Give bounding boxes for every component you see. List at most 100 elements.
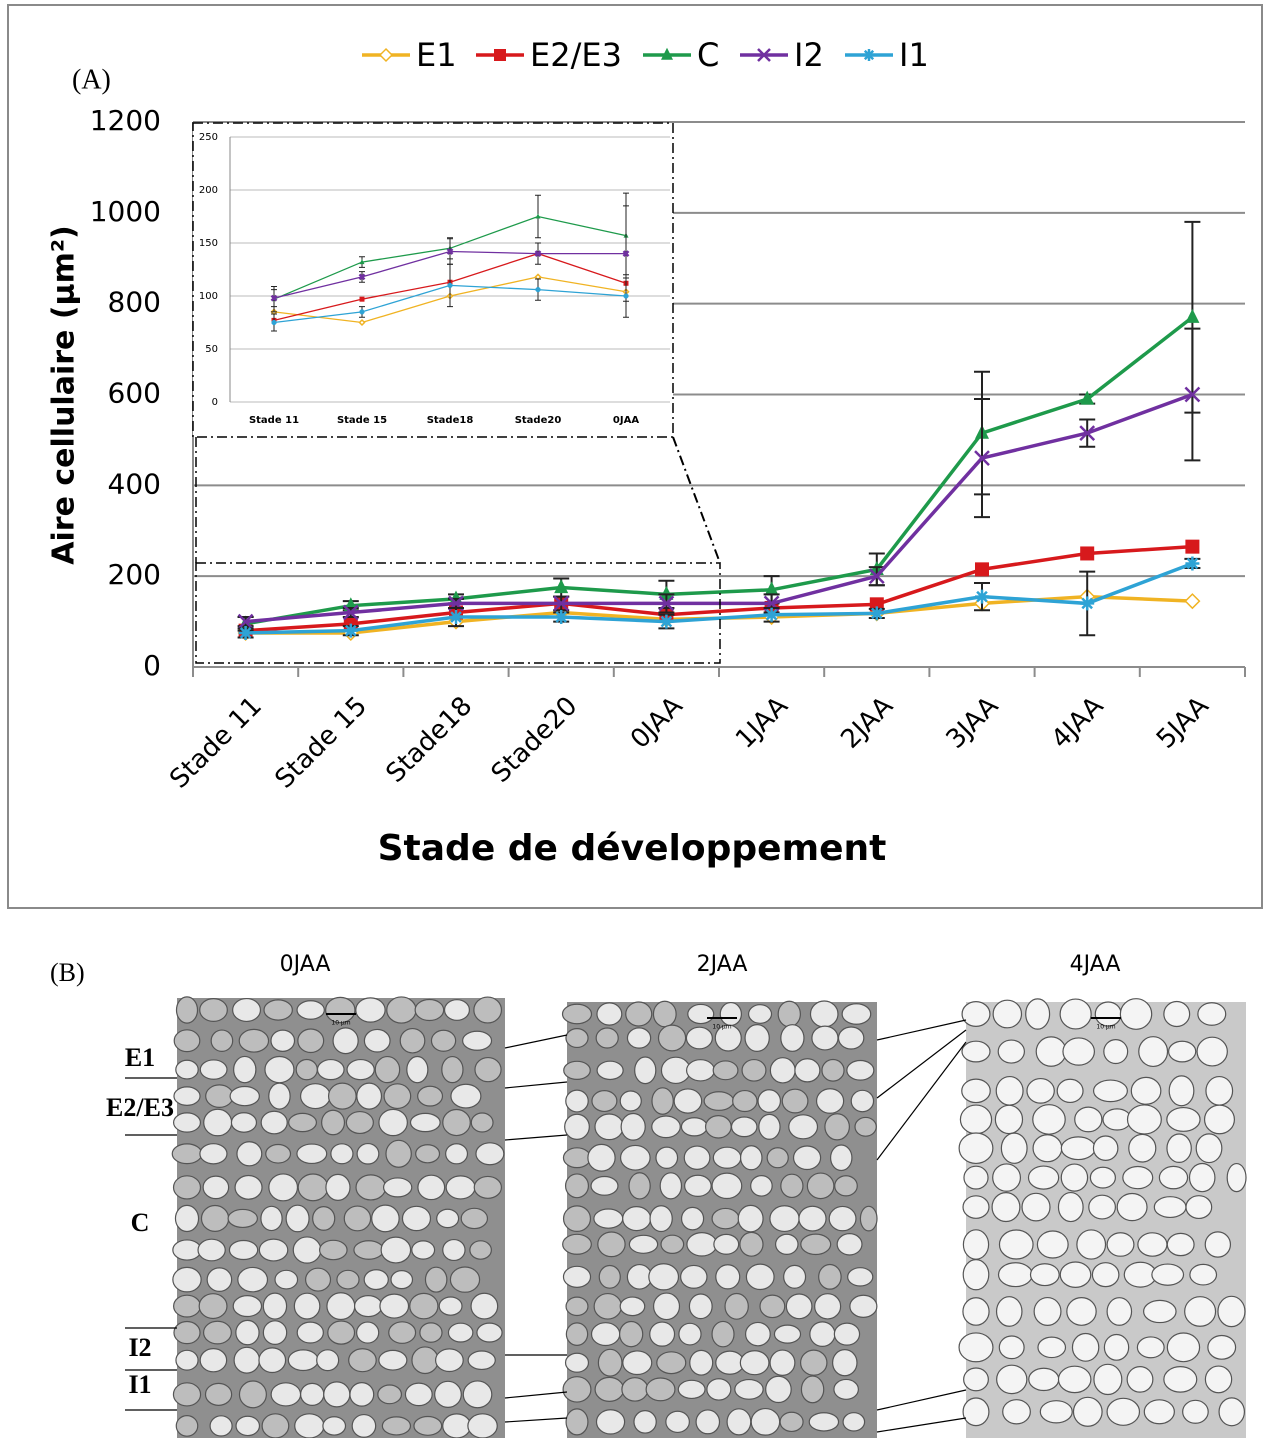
cell — [649, 1205, 673, 1233]
marker — [869, 597, 884, 612]
cell — [680, 1206, 705, 1231]
marker — [975, 562, 989, 577]
cell — [1163, 1366, 1198, 1393]
cell — [628, 1234, 659, 1254]
cell — [677, 1379, 706, 1400]
scale-label: 10 µm — [331, 1020, 350, 1027]
cell — [462, 1030, 493, 1051]
cell — [821, 1058, 845, 1082]
cell — [828, 1205, 857, 1232]
cell — [445, 1143, 469, 1165]
cell — [1035, 1036, 1067, 1067]
cell — [688, 1293, 713, 1320]
cell — [565, 1408, 589, 1436]
cell — [442, 1238, 466, 1262]
cell — [732, 1089, 758, 1113]
cell — [841, 1003, 872, 1025]
cell — [1106, 1232, 1135, 1257]
cell — [415, 1144, 441, 1164]
cell — [734, 1378, 764, 1400]
cell — [1188, 1162, 1216, 1193]
cell — [1203, 1104, 1236, 1135]
cell — [305, 1267, 332, 1292]
cell — [660, 1234, 685, 1254]
y-axis-title: Aire cellulaire (µm²) — [47, 225, 82, 564]
cell — [343, 1205, 372, 1232]
cell — [1093, 1363, 1123, 1396]
y-tick-label: 200 — [199, 185, 218, 196]
cell — [684, 1174, 712, 1198]
cell — [794, 1058, 821, 1083]
cell — [470, 1292, 499, 1320]
cell — [1205, 1075, 1234, 1106]
inset-chart: 0 50 100 150 200 250 Stade 11 Stade 15 Stade18 St… — [199, 132, 670, 426]
legend-marker — [661, 47, 673, 60]
marker — [1080, 390, 1095, 405]
cell — [748, 1004, 773, 1024]
marker — [1079, 425, 1096, 441]
cell — [726, 1408, 752, 1436]
cell — [622, 1206, 652, 1232]
cell — [1092, 1135, 1119, 1162]
marker — [359, 259, 365, 265]
scale-label: 10 µm — [712, 1024, 731, 1031]
cell — [594, 1376, 625, 1402]
cell — [263, 999, 293, 1021]
cell — [382, 1177, 413, 1198]
layer-label: E1 — [125, 1043, 155, 1072]
cell — [460, 1207, 489, 1230]
marker — [975, 589, 989, 604]
cell — [565, 1089, 589, 1113]
marker — [358, 273, 366, 281]
cell — [652, 1292, 681, 1321]
cell — [777, 1000, 801, 1028]
cell — [172, 1112, 202, 1133]
cell — [330, 1143, 354, 1165]
cell — [618, 1320, 644, 1348]
cell — [651, 1087, 674, 1115]
cell — [1028, 1367, 1060, 1392]
cell — [962, 1195, 990, 1219]
cell — [378, 1349, 408, 1371]
marker — [271, 319, 277, 326]
cell — [173, 1294, 201, 1318]
marker — [1185, 556, 1200, 571]
cell — [683, 1145, 711, 1171]
cell — [258, 1347, 287, 1374]
y-tick-label: 800 — [108, 286, 161, 319]
cell — [345, 1110, 374, 1135]
scale-label: 10 µm — [1096, 1024, 1115, 1031]
cell — [438, 1296, 463, 1316]
cell — [1059, 1261, 1092, 1288]
cell — [1196, 1036, 1228, 1067]
cell — [850, 1089, 875, 1113]
cell — [467, 1413, 498, 1438]
cell — [1195, 1133, 1223, 1164]
cell — [590, 1175, 619, 1196]
cell — [353, 1295, 383, 1318]
cell — [348, 1348, 377, 1373]
cell — [962, 1258, 990, 1291]
legend-marker — [757, 48, 771, 62]
cell — [799, 1349, 828, 1376]
cell — [628, 1172, 651, 1200]
connector — [876, 1041, 967, 1161]
cell — [678, 1322, 702, 1346]
cell — [264, 1055, 295, 1084]
cell — [204, 1382, 233, 1406]
cell — [447, 1322, 474, 1343]
cell — [597, 1231, 626, 1258]
cell — [230, 1112, 258, 1133]
marker — [534, 250, 542, 257]
cell — [1056, 1078, 1084, 1104]
cell — [625, 1001, 653, 1027]
cell — [1138, 1036, 1169, 1068]
cell — [417, 1085, 444, 1107]
cell — [769, 1205, 800, 1233]
cell — [198, 1293, 228, 1320]
cell — [995, 1075, 1024, 1106]
cell — [656, 1351, 687, 1375]
legend: E1 E2/E3 C I2 I1 — [362, 36, 929, 74]
cell — [274, 1269, 299, 1290]
cell — [685, 1026, 713, 1050]
